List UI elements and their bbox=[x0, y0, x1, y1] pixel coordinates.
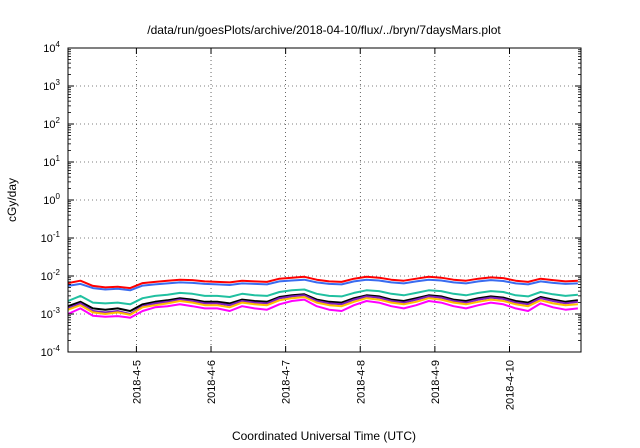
y-tick-label: 10-1 bbox=[41, 230, 61, 245]
y-tick-base: 10 bbox=[41, 309, 53, 321]
y-tick-label: 101 bbox=[43, 154, 60, 169]
x-tick-label: 2018-4-7 bbox=[281, 360, 293, 404]
y-tick-exponent: 3 bbox=[56, 78, 61, 87]
chart-title: /data/run/goesPlots/archive/2018-04-10/f… bbox=[147, 23, 501, 37]
grid-layer bbox=[68, 48, 581, 352]
series-line-1 bbox=[67, 275, 578, 290]
x-tick-label: 2018-4-8 bbox=[355, 360, 367, 404]
x-tick-label: 2018-4-5 bbox=[131, 360, 143, 404]
y-tick-exponent: -4 bbox=[53, 344, 61, 353]
y-tick-label: 103 bbox=[43, 78, 60, 93]
y-tick-label: 102 bbox=[43, 116, 60, 131]
y-tick-base: 10 bbox=[41, 233, 53, 245]
y-tick-exponent: 0 bbox=[56, 192, 61, 201]
y-tick-exponent: 1 bbox=[56, 154, 61, 163]
series-layer bbox=[67, 275, 579, 319]
y-tick-base: 10 bbox=[43, 195, 55, 207]
y-tick-exponent: -2 bbox=[53, 268, 61, 277]
y-tick-base: 10 bbox=[43, 157, 55, 169]
series-line-6 bbox=[67, 296, 578, 316]
y-tick-label: 104 bbox=[43, 40, 60, 55]
x-axis-ticks: 2018-4-5 2018-4-6 2018-4-7 2018-4-8 2018-4-9… bbox=[131, 48, 516, 410]
series-line-3 bbox=[67, 288, 578, 306]
series-line-4 bbox=[67, 293, 579, 312]
x-tick-label: 2018-4-6 bbox=[206, 360, 218, 404]
x-tick-label: 2018-4-10 bbox=[504, 360, 516, 410]
y-tick-base: 10 bbox=[41, 347, 53, 359]
series-line-2 bbox=[67, 278, 578, 292]
y-tick-label: 10-3 bbox=[41, 306, 61, 321]
y-axis-label: cGy/day bbox=[5, 178, 19, 222]
y-tick-label: 100 bbox=[43, 192, 60, 207]
x-tick-label: 2018-4-9 bbox=[430, 360, 442, 404]
x-axis-label: Coordinated Universal Time (UTC) bbox=[232, 429, 416, 443]
series-line-5 bbox=[67, 294, 579, 315]
y-tick-base: 10 bbox=[41, 271, 53, 283]
y-tick-label: 10-2 bbox=[41, 268, 61, 283]
y-tick-exponent: -1 bbox=[53, 230, 61, 239]
series-line-7 bbox=[67, 298, 579, 319]
y-tick-exponent: 4 bbox=[56, 40, 61, 49]
y-tick-label: 10-4 bbox=[41, 344, 61, 359]
y-tick-base: 10 bbox=[43, 43, 55, 55]
y-tick-exponent: -3 bbox=[53, 306, 61, 315]
y-tick-base: 10 bbox=[43, 119, 55, 131]
y-tick-exponent: 2 bbox=[56, 116, 61, 125]
y-tick-base: 10 bbox=[43, 81, 55, 93]
